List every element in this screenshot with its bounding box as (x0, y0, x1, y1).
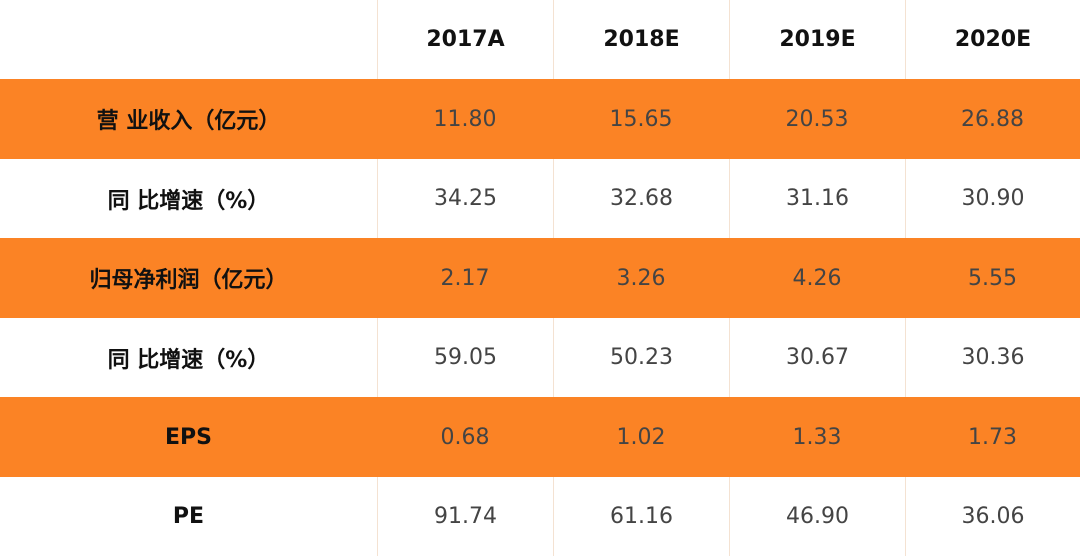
table-cell: 30.67 (729, 318, 905, 397)
table-cell: 34.25 (377, 159, 553, 238)
header-year-2017a: 2017A (377, 0, 553, 79)
table-cell: 4.26 (729, 238, 905, 318)
header-year-2020e: 2020E (905, 0, 1080, 79)
table-cell: 0.68 (377, 397, 553, 477)
table-cell: 26.88 (905, 79, 1080, 159)
table-cell: 20.53 (729, 79, 905, 159)
row-label: 营 业收入（亿元） (0, 79, 377, 159)
table-cell: 2.17 (377, 238, 553, 318)
table-cell: 5.55 (905, 238, 1080, 318)
table-cell: 1.73 (905, 397, 1080, 477)
table-cell: 11.80 (377, 79, 553, 159)
table-cell: 30.90 (905, 159, 1080, 238)
row-label: PE (0, 477, 377, 556)
header-corner-cell (0, 0, 377, 79)
table-cell: 91.74 (377, 477, 553, 556)
table-cell: 15.65 (553, 79, 729, 159)
table-cell: 30.36 (905, 318, 1080, 397)
table-cell: 1.33 (729, 397, 905, 477)
table-cell: 31.16 (729, 159, 905, 238)
table-cell: 61.16 (553, 477, 729, 556)
row-label: 同 比增速（%） (0, 318, 377, 397)
header-year-2019e: 2019E (729, 0, 905, 79)
table-cell: 46.90 (729, 477, 905, 556)
table-cell: 36.06 (905, 477, 1080, 556)
table-cell: 50.23 (553, 318, 729, 397)
row-label: 同 比增速（%） (0, 159, 377, 238)
row-label: 归母净利润（亿元） (0, 238, 377, 318)
table-cell: 59.05 (377, 318, 553, 397)
header-year-2018e: 2018E (553, 0, 729, 79)
table-cell: 3.26 (553, 238, 729, 318)
table-cell: 32.68 (553, 159, 729, 238)
table-cell: 1.02 (553, 397, 729, 477)
row-label: EPS (0, 397, 377, 477)
